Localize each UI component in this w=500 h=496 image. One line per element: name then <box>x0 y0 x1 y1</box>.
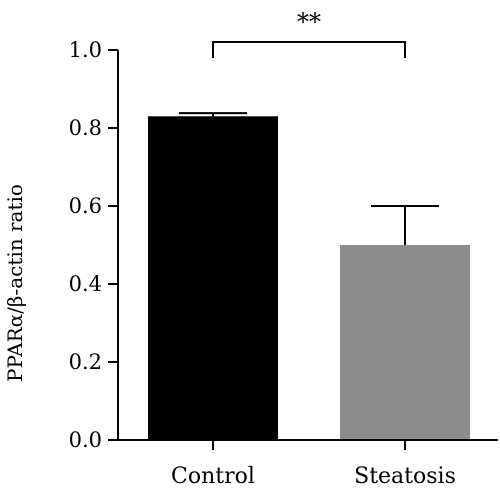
y-axis: 0.0 0.2 0.4 0.6 0.8 1.0 <box>69 38 119 452</box>
x-axis: Control Steatosis <box>118 439 498 489</box>
y-tick-label: 0.4 <box>69 272 102 296</box>
bracket-line <box>212 41 406 58</box>
y-axis-label: PPARα/β-actin ratio <box>3 184 27 382</box>
y-tick-label: 1.0 <box>69 38 102 62</box>
bar-steatosis <box>340 245 470 440</box>
y-tick-label: 0.8 <box>69 116 102 140</box>
y-tick-label: 0.6 <box>69 194 102 218</box>
bar-control <box>148 116 278 441</box>
bars <box>148 112 470 441</box>
y-tick-label: 0.0 <box>69 428 102 452</box>
significance-label: ** <box>297 8 321 36</box>
y-tick-label: 0.2 <box>69 350 102 374</box>
significance-bracket: ** <box>212 8 406 58</box>
x-tick-label: Steatosis <box>354 464 456 489</box>
x-tick-label: Control <box>171 464 255 489</box>
